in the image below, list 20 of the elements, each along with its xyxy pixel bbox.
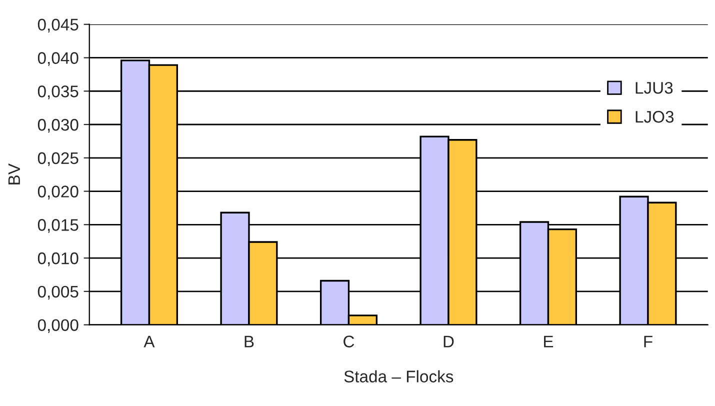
x-tick-label: F: [644, 336, 652, 348]
x-axis-title: Stada – Flocks: [344, 370, 454, 382]
y-tick-label: 0,020: [38, 186, 78, 200]
legend-label: LJU3: [636, 82, 673, 94]
y-axis-title: BV: [8, 164, 20, 184]
legend-label: LJO3: [636, 110, 674, 123]
x-tick-label: C: [344, 336, 354, 348]
y-tick-label: 0,010: [38, 252, 78, 266]
x-tick-label: E: [544, 336, 554, 348]
x-tick-label: B: [244, 336, 254, 348]
y-tick-label: 0,015: [38, 219, 78, 233]
y-tick-label: 0,040: [38, 52, 78, 66]
y-tick-label: 0,025: [38, 152, 78, 166]
x-tick-label: D: [444, 336, 454, 348]
y-tick-label: 0,030: [38, 118, 78, 133]
x-tick-label: A: [144, 336, 155, 348]
y-tick-label: 0,000: [38, 319, 78, 333]
y-tick-label: 0,035: [38, 86, 78, 100]
y-tick-label: 0,045: [38, 18, 78, 33]
y-tick-label: 0,005: [38, 286, 78, 300]
